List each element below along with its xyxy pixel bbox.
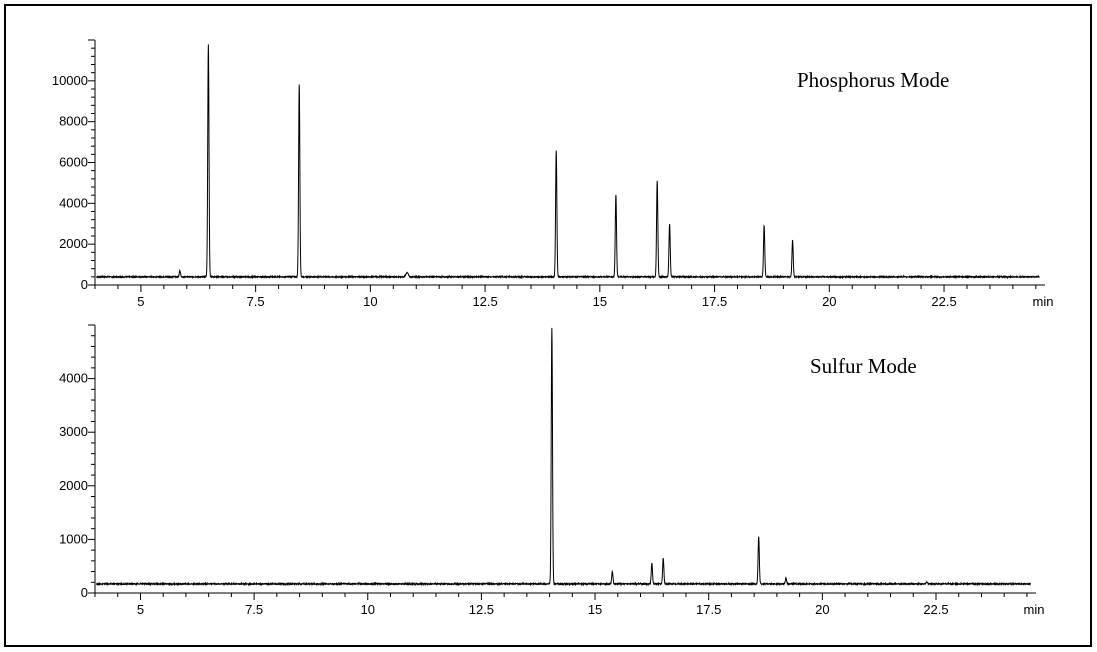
sulfur-x-tick-label: 22.5	[923, 602, 948, 617]
phosphorus-x-tick-label: 22.5	[931, 294, 956, 309]
sulfur-x-tick-label: 20	[815, 602, 829, 617]
phosphorus-y-tick-label: 0	[81, 277, 88, 292]
phosphorus-x-tick-label: 15	[593, 294, 607, 309]
phosphorus-y-tick-label: 6000	[59, 155, 88, 170]
sulfur-y-tick-label: 4000	[59, 371, 88, 386]
sulfur-y-tick-label: 3000	[59, 424, 88, 439]
phosphorus-x-unit-label: min	[1033, 294, 1054, 309]
chromatogram-frame	[4, 4, 1092, 647]
sulfur-x-tick-label: 17.5	[696, 602, 721, 617]
sulfur-x-unit-label: min	[1024, 602, 1045, 617]
phosphorus-x-tick-label: 17.5	[702, 294, 727, 309]
phosphorus-y-tick-label: 10000	[52, 73, 88, 88]
phosphorus-x-tick-label: 7.5	[247, 294, 265, 309]
phosphorus-y-tick-label: 4000	[59, 195, 88, 210]
sulfur-y-tick-label: 0	[81, 585, 88, 600]
sulfur-y-tick-label: 2000	[59, 478, 88, 493]
sulfur-trace	[95, 327, 1031, 587]
sulfur-mode-label: Sulfur Mode	[810, 354, 917, 378]
sulfur-x-tick-label: 10	[361, 602, 375, 617]
sulfur-y-tick-label: 1000	[59, 531, 88, 546]
sulfur-x-tick-label: 7.5	[245, 602, 263, 617]
phosphorus-x-tick-label: 20	[822, 294, 836, 309]
phosphorus-trace	[96, 44, 1040, 280]
phosphorus-mode-label: Phosphorus Mode	[797, 68, 949, 92]
sulfur-x-tick-label: 15	[588, 602, 602, 617]
phosphorus-y-tick-label: 8000	[59, 114, 88, 129]
phosphorus-x-tick-label: 5	[137, 294, 144, 309]
phosphorus-x-tick-label: 12.5	[472, 294, 497, 309]
sulfur-x-tick-label: 12.5	[469, 602, 494, 617]
phosphorus-x-tick-label: 10	[363, 294, 377, 309]
phosphorus-y-tick-label: 2000	[59, 236, 88, 251]
sulfur-x-tick-label: 5	[137, 602, 144, 617]
